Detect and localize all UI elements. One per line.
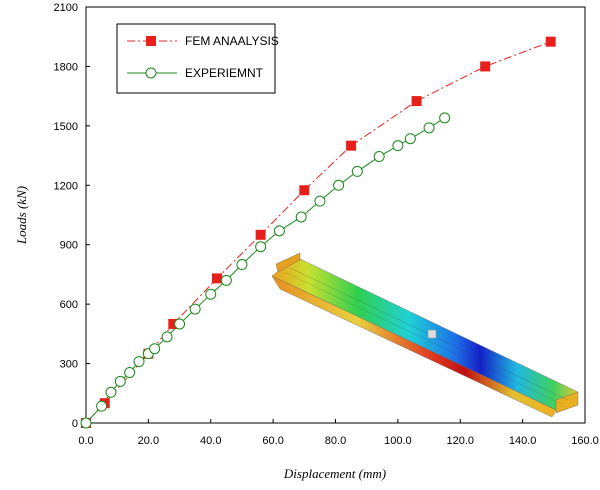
x-tick-label: 100.0 xyxy=(384,435,412,447)
x-tick-label: 0.0 xyxy=(78,435,93,447)
y-tick-label: 600 xyxy=(60,299,78,311)
data-point-series-1 xyxy=(392,140,404,152)
x-tick-label: 140.0 xyxy=(509,435,537,447)
data-point-series-0 xyxy=(411,96,422,107)
data-point-series-1 xyxy=(373,151,385,163)
x-tick-label: 60.0 xyxy=(262,435,283,447)
x-tick-label: 80.0 xyxy=(325,435,346,447)
data-point-series-1 xyxy=(114,375,126,387)
data-point-series-1 xyxy=(333,179,345,191)
y-tick-label: 1500 xyxy=(54,121,78,133)
data-point-series-0 xyxy=(545,36,556,47)
x-tick-label: 160.0 xyxy=(571,435,599,447)
fem-beam-contour-icon xyxy=(271,252,579,418)
data-point-series-1 xyxy=(205,288,217,300)
data-point-series-1 xyxy=(236,259,248,271)
data-point-series-1 xyxy=(133,356,145,368)
x-axis-title: Displacement (mm) xyxy=(283,466,386,481)
data-point-series-0 xyxy=(480,61,491,72)
legend-marker-square xyxy=(146,36,156,46)
x-tick-label: 120.0 xyxy=(446,435,474,447)
legend-item-fem: FEM ANAALYSIS xyxy=(127,34,279,48)
legend: FEM ANAALYSIS EXPERIEMNT xyxy=(116,23,279,94)
data-point-series-1 xyxy=(161,331,173,343)
data-point-series-1 xyxy=(439,112,451,124)
legend-item-experiment: EXPERIEMNT xyxy=(127,66,264,80)
y-tick-label: 1200 xyxy=(54,180,78,192)
data-point-series-0 xyxy=(346,140,357,151)
data-point-series-1 xyxy=(273,225,285,237)
y-tick-label: 0 xyxy=(72,418,78,430)
y-tick-label: 1800 xyxy=(54,61,78,73)
data-point-series-0 xyxy=(168,318,179,329)
data-point-series-1 xyxy=(423,122,435,134)
y-axis-title: Loads (kN) xyxy=(14,186,29,245)
data-point-series-1 xyxy=(149,343,161,355)
data-point-series-1 xyxy=(220,274,232,286)
y-tick-label: 900 xyxy=(60,240,78,252)
data-point-series-1 xyxy=(105,386,117,398)
y-axis-ticks: 0 300 600 900 1200 1500 1800 2100 xyxy=(54,2,90,430)
data-point-series-1 xyxy=(174,318,186,330)
x-axis-ticks: 0.0 20.0 40.0 60.0 80.0 100.0 120.0 140.0 160.0 xyxy=(78,419,599,447)
legend-box xyxy=(116,23,276,94)
x-tick-label: 20.0 xyxy=(138,435,159,447)
data-point-series-1 xyxy=(255,241,267,253)
data-point-series-1 xyxy=(314,195,326,207)
data-point-series-1 xyxy=(295,211,307,223)
series-line-1 xyxy=(85,117,445,424)
legend-label-experiment: EXPERIEMNT xyxy=(185,66,264,80)
data-point-series-1 xyxy=(124,366,136,378)
series-layer xyxy=(80,36,556,429)
legend-marker-circle xyxy=(145,67,157,79)
data-point-series-0 xyxy=(211,273,222,284)
data-point-series-1 xyxy=(351,165,363,177)
legend-label-fem: FEM ANAALYSIS xyxy=(185,34,279,48)
data-point-series-1 xyxy=(96,400,108,412)
y-tick-label: 2100 xyxy=(54,2,78,14)
data-point-series-1 xyxy=(404,133,416,145)
x-tick-label: 40.0 xyxy=(200,435,221,447)
data-point-series-0 xyxy=(255,229,266,240)
data-point-series-0 xyxy=(299,185,310,196)
data-point-series-1 xyxy=(80,417,92,429)
data-point-series-1 xyxy=(189,303,201,315)
y-tick-label: 300 xyxy=(60,359,78,371)
